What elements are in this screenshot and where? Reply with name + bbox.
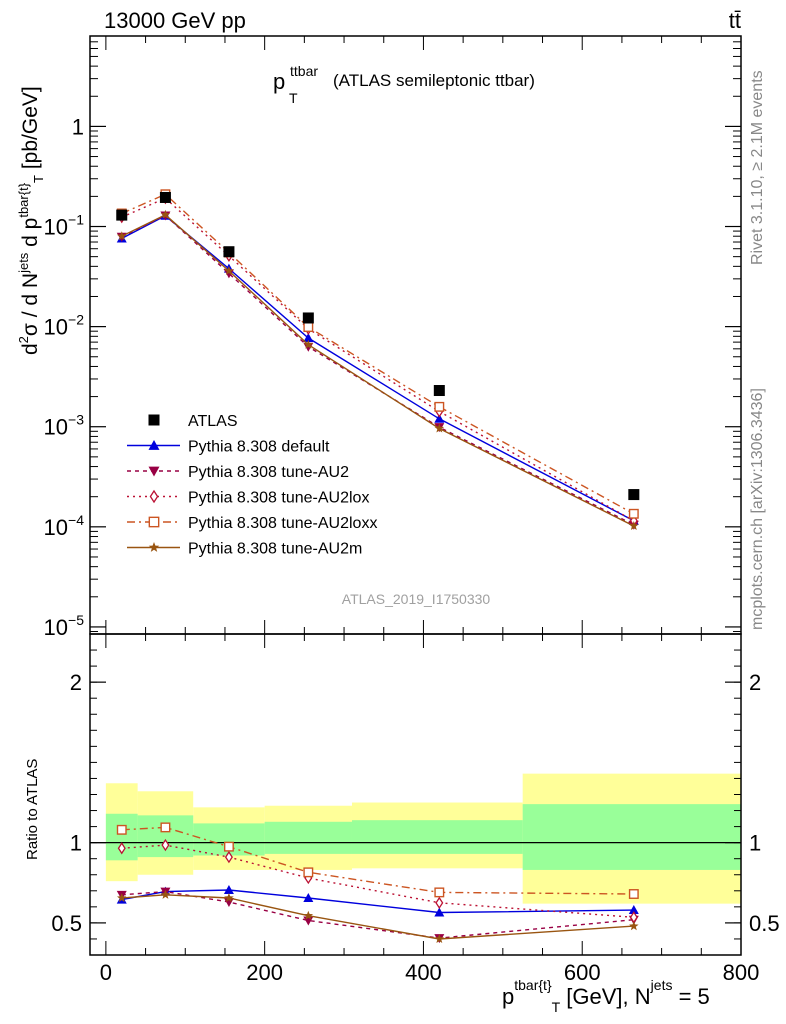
ratio-point-au2lox-4	[435, 896, 444, 910]
main-point-au2m-2	[224, 265, 234, 275]
xtick-label-0: 0	[100, 960, 112, 985]
main-ylabel: d2σ / d Njets d ptbar{t}T [pb/GeV]	[16, 86, 46, 355]
ratio-ytick-label-right-0: 0.5	[749, 911, 780, 936]
analysis-tag: ATLAS_2019_I1750330	[342, 591, 491, 607]
svg-text:T: T	[289, 90, 298, 106]
main-point-default-4	[434, 413, 445, 423]
data-point-3	[302, 312, 314, 324]
ratio-point-au2loxx-1	[160, 822, 171, 833]
main-ytick-label-0: 10−5	[44, 612, 85, 640]
ratio-ylabel: Ratio to ATLAS	[24, 759, 41, 860]
ratio-point-au2-2	[223, 898, 234, 908]
svg-text:d2σ / d Njets d ptbar{t}T [p: d2σ / d Njets d ptbar{t}T [pb/GeV]	[16, 86, 46, 355]
ratio-point-au2loxx-0	[116, 824, 127, 835]
svg-text:ttbar: ttbar	[290, 63, 318, 79]
main-point-au2m-4	[434, 423, 445, 433]
legend-marker-data	[148, 414, 160, 426]
main-ytick-label-1: 10−4	[44, 512, 85, 540]
legend-label-data: ATLAS	[188, 413, 238, 430]
ratio-point-au2m-1	[160, 889, 171, 899]
legend: ATLAS Pythia 8.308 default Pythia 8.308 tu…	[127, 413, 377, 558]
ratio-point-au2loxx-5	[628, 889, 639, 899]
legend-marker-au2lox	[149, 489, 159, 504]
legend-marker-default	[148, 440, 160, 450]
ratio-point-au2loxx-4	[434, 887, 445, 898]
main-ytick-label-5: 1	[72, 114, 84, 139]
data-point-0	[116, 209, 128, 221]
main-line-au2loxx	[121, 193, 635, 515]
main-point-au2loxx-5	[628, 508, 639, 519]
main-point-default-3	[303, 332, 314, 342]
ratio-point-default-5	[628, 905, 639, 915]
xtick-label-2: 400	[405, 960, 442, 985]
ratio-point-au2m-2	[224, 893, 234, 903]
ratio-line-au2m	[121, 894, 634, 940]
legend-marker-au2loxx	[148, 516, 160, 528]
ratio-line-au2loxx	[121, 826, 634, 895]
ratio-panel: 0.5 0.5 1 1 2 2 0 200 400 600 800	[51, 633, 780, 985]
main-point-au2loxx-3	[303, 322, 314, 333]
ratio-line-au2	[121, 890, 634, 939]
legend-marker-au2	[148, 466, 160, 477]
ratio-ytick-label-right-1: 1	[749, 831, 761, 856]
legend-label-default: Pythia 8.308 default	[188, 439, 330, 456]
main-point-au2loxx-4	[434, 401, 445, 412]
mcplots-label: mcplots.cern.ch [arXiv:1306.3436]	[749, 388, 766, 630]
legend-label-au2loxx: Pythia 8.308 tune-AU2loxx	[188, 515, 377, 532]
main-point-au2m-5	[629, 521, 639, 530]
ratio-point-default-4	[434, 907, 445, 917]
ratio-ytick-label-2: 2	[70, 670, 82, 695]
ratio-point-au2m-3	[303, 910, 314, 920]
data-point-5	[628, 489, 640, 501]
main-ytick-label-4: 10−1	[44, 212, 85, 240]
ratio-point-default-3	[303, 893, 314, 903]
xtick-label-4: 800	[723, 960, 760, 985]
ratio-band-inner-4	[351, 820, 523, 854]
ratio-point-au2lox-1	[161, 838, 170, 852]
main-ytick-label-2: 10−3	[44, 412, 85, 440]
ratio-band-inner-5	[522, 804, 741, 870]
header-right: tt̄	[729, 8, 741, 33]
data-point-4	[433, 385, 445, 397]
svg-text:ptbar{t}T [GeV], Njets = 5: ptbar{t}T [GeV], Njets = 5	[502, 977, 710, 1015]
ratio-point-au2m-4	[434, 934, 445, 943]
ratio-ytick-label-0: 0.5	[51, 911, 82, 936]
main-title: p ttbar T (ATLAS semileptonic ttbar)	[273, 63, 535, 106]
ratio-line-au2lox	[121, 844, 634, 918]
legend-label-au2: Pythia 8.308 tune-AU2	[188, 464, 349, 481]
data-point-2	[223, 246, 235, 258]
data-point-1	[159, 191, 171, 203]
ratio-point-au2m-5	[629, 921, 639, 931]
main-point-au2m-3	[303, 339, 314, 349]
ratio-ytick-label-1: 1	[70, 831, 82, 856]
main-point-au2m-1	[160, 209, 171, 219]
rivet-label: Rivet 3.1.10, ≥ 2.1M events	[749, 70, 766, 265]
main-point-au2m-0	[117, 231, 127, 241]
main-ytick-label-3: 10−2	[44, 312, 85, 340]
main-panel: 10−5 10−4 10−3 10−2 10−1 1	[44, 35, 742, 640]
main-point-au2-2	[223, 269, 234, 279]
ratio-point-au2loxx-2	[223, 841, 234, 852]
legend-marker-au2m	[148, 542, 160, 552]
ratio-band-inner-3	[264, 821, 352, 854]
header-left: 13000 GeV pp	[104, 8, 246, 33]
ratio-point-au2m-0	[117, 893, 127, 903]
ratio-point-au2lox-0	[117, 842, 126, 855]
legend-label-au2m: Pythia 8.308 tune-AU2m	[188, 541, 362, 558]
xlabel: ptbar{t}T [GeV], Njets = 5	[502, 977, 710, 1015]
ratio-line-default	[121, 889, 634, 914]
main-line-au2m	[121, 213, 635, 527]
ratio-point-default-2	[223, 884, 234, 894]
main-line-au2lox	[121, 197, 635, 522]
legend-label-au2lox: Pythia 8.308 tune-AU2lox	[188, 490, 369, 507]
ratio-ytick-label-right-2: 2	[749, 670, 761, 695]
svg-text:p: p	[273, 69, 285, 94]
ratio-point-au2loxx-3	[303, 867, 314, 878]
xtick-label-1: 200	[246, 960, 283, 985]
svg-text:(ATLAS semileptonic ttbar): (ATLAS semileptonic ttbar)	[333, 71, 535, 90]
main-point-au2-3	[303, 342, 314, 352]
xtick-label-3: 600	[564, 960, 601, 985]
ratio-point-au2lox-2	[224, 850, 233, 864]
